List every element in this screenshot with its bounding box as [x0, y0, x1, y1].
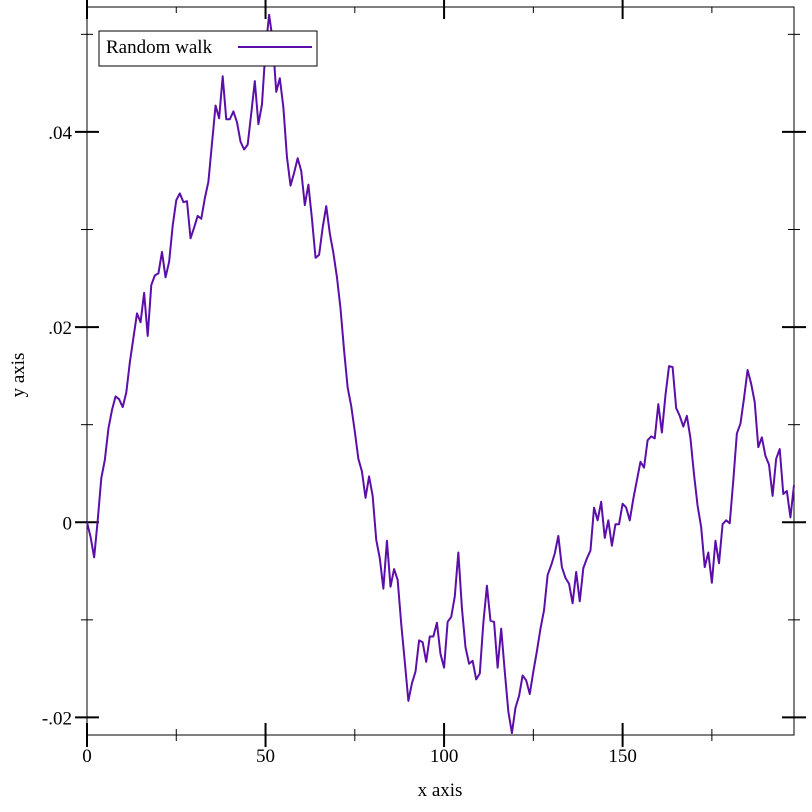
- x-tick-label: 150: [608, 746, 637, 767]
- x-tick-label: 0: [82, 746, 92, 767]
- x-tick-label: 100: [430, 746, 459, 767]
- plot-frame: [86, 6, 795, 736]
- y-tick-label: .02: [48, 318, 72, 339]
- y-tick-label: -.02: [42, 708, 72, 729]
- y-axis-label: y axis: [8, 353, 29, 398]
- legend-label: Random walk: [106, 37, 213, 58]
- y-tick-label: .04: [48, 123, 72, 144]
- line-series: [86, 13, 795, 735]
- legend-box: [98, 30, 318, 67]
- x-axis-label: x axis: [418, 780, 463, 801]
- x-tick-label: 50: [256, 746, 275, 767]
- y-tick-label: 0: [63, 513, 73, 534]
